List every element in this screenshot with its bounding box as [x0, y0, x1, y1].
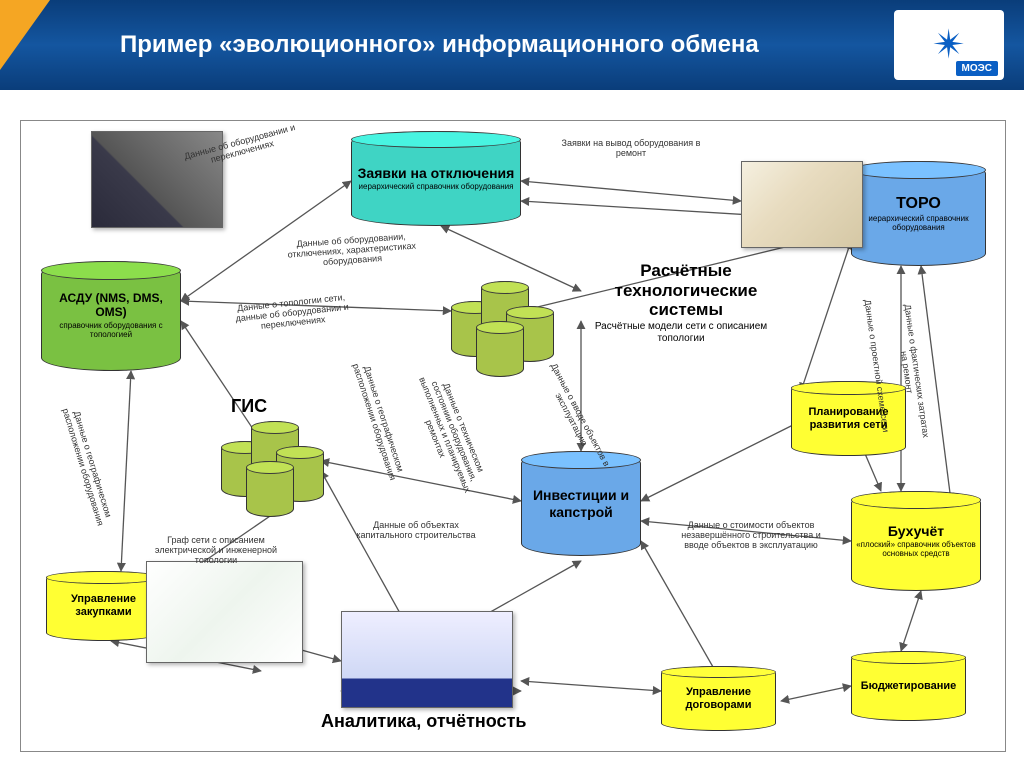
edge-label: Данные о топологии сети, данные об обору…	[221, 291, 363, 335]
node-title: Заявки на отключения	[358, 165, 515, 181]
section-analytics: Аналитика, отчётность	[321, 711, 526, 732]
corner-accent	[0, 0, 50, 70]
edge-label: Данные об объектах капитального строител…	[346, 521, 486, 541]
section-raschet-sub: Расчётные модели сети с описанием тополо…	[581, 321, 781, 344]
node-sub: иерархический справочник оборудования	[359, 183, 514, 192]
node-dogovor: Управление договорами	[661, 666, 776, 731]
edge-label: Граф сети с описанием электрической и ин…	[146, 536, 286, 566]
page-title: Пример «эволюционного» информационного о…	[120, 31, 759, 59]
brand-logo: ✴ МОЭС	[894, 10, 1004, 80]
node-zakup: Управление закупками	[46, 571, 161, 641]
mini-cyl	[246, 461, 294, 517]
edge-label: Данные о географическом расположении обо…	[57, 396, 117, 536]
section-raschet: Расчётные технологические системы	[581, 261, 791, 320]
node-title: Бюджетирование	[861, 680, 957, 693]
node-budget: Бюджетирование	[851, 651, 966, 721]
screenshot-1	[741, 161, 863, 248]
node-title: Инвестиции и капстрой	[526, 487, 636, 519]
edge-label: Заявки на вывод оборудования в ремонт	[561, 139, 701, 159]
edge-label: Данные о стоимости объектов незавершённо…	[681, 521, 821, 551]
node-title: АСДУ (NMS, DMS, OMS)	[46, 292, 176, 320]
node-title: Бухучёт	[888, 523, 944, 539]
gear-icon: ✴	[932, 25, 966, 65]
edge-label: Данные о техническом состоянии оборудова…	[404, 361, 493, 506]
node-title: ТОРО	[896, 195, 941, 213]
mini-cyl	[476, 321, 524, 377]
node-asdu: АСДУ (NMS, DMS, OMS) справочник оборудова…	[41, 261, 181, 371]
node-plan: Планирование развития сети	[791, 381, 906, 456]
node-invest: Инвестиции и капстрой	[521, 451, 641, 556]
screenshot-2	[146, 561, 303, 663]
screenshot-3	[341, 611, 513, 708]
node-sub: иерархический справочник оборудования	[856, 215, 981, 233]
edge-label: Данные об оборудовании, отключениях, хар…	[281, 231, 423, 270]
diagram-canvas: АСДУ (NMS, DMS, OMS) справочник оборудова…	[20, 120, 1006, 752]
node-zayavki: Заявки на отключения иерархический справо…	[351, 131, 521, 226]
edge-label: Данные о географическом расположении обо…	[347, 351, 409, 490]
section-gis: ГИС	[231, 396, 267, 417]
node-title: Планирование развития сети	[796, 406, 901, 431]
header-bar: Пример «эволюционного» информационного о…	[0, 0, 1024, 90]
node-sub: справочник оборудования с топологией	[46, 322, 176, 340]
node-toro: ТОРО иерархический справочник оборудовани…	[851, 161, 986, 266]
node-buh: Бухучёт «плоский» справочник объектов осн…	[851, 491, 981, 591]
node-title: Управление договорами	[666, 686, 771, 711]
brand-text: МОЭС	[956, 61, 998, 76]
node-title: Управление закупками	[51, 593, 156, 618]
node-sub: «плоский» справочник объектов основных с…	[856, 541, 976, 559]
